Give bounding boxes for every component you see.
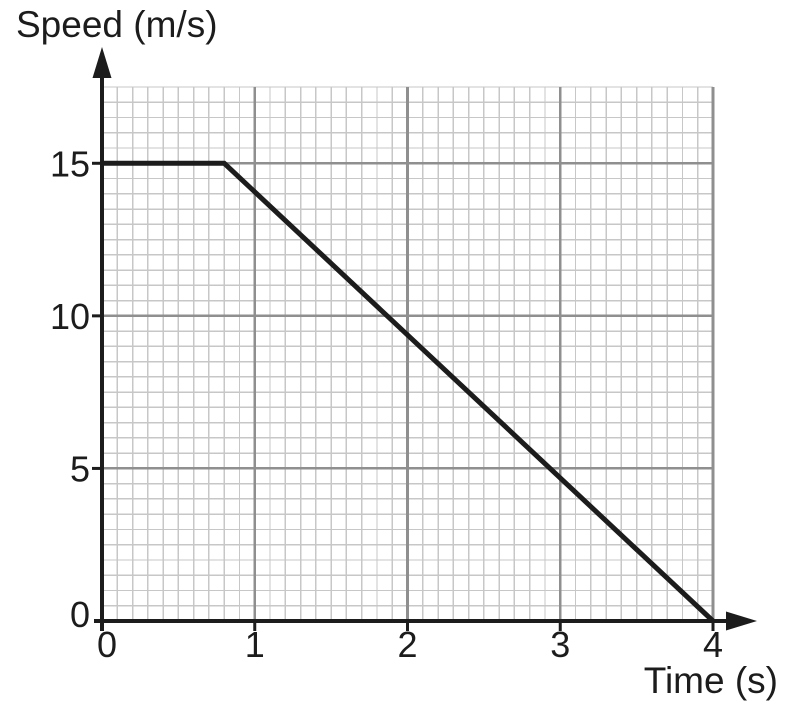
y-axis-arrow-icon bbox=[92, 47, 112, 78]
speed-line bbox=[102, 160, 715, 623]
tick-marks bbox=[92, 161, 715, 631]
y-tick-label-10: 10 bbox=[50, 296, 90, 337]
tick-labels: 0 1 2 3 4 0 5 10 15 bbox=[50, 143, 723, 665]
x-axis-title: Time (s) bbox=[643, 660, 778, 701]
x-tick-label-1: 1 bbox=[245, 624, 265, 665]
x-tick-label-0: 0 bbox=[97, 624, 117, 665]
x-axis-arrow-icon bbox=[726, 611, 757, 631]
y-axis-title: Speed (m/s) bbox=[16, 4, 218, 45]
y-tick-label-15: 15 bbox=[50, 143, 90, 184]
x-tick-label-2: 2 bbox=[397, 624, 417, 665]
axes bbox=[94, 70, 734, 631]
x-tick-label-4: 4 bbox=[703, 624, 723, 665]
y-tick-label-0: 0 bbox=[70, 594, 90, 635]
y-tick-label-5: 5 bbox=[70, 448, 90, 489]
x-tick-label-3: 3 bbox=[550, 624, 570, 665]
